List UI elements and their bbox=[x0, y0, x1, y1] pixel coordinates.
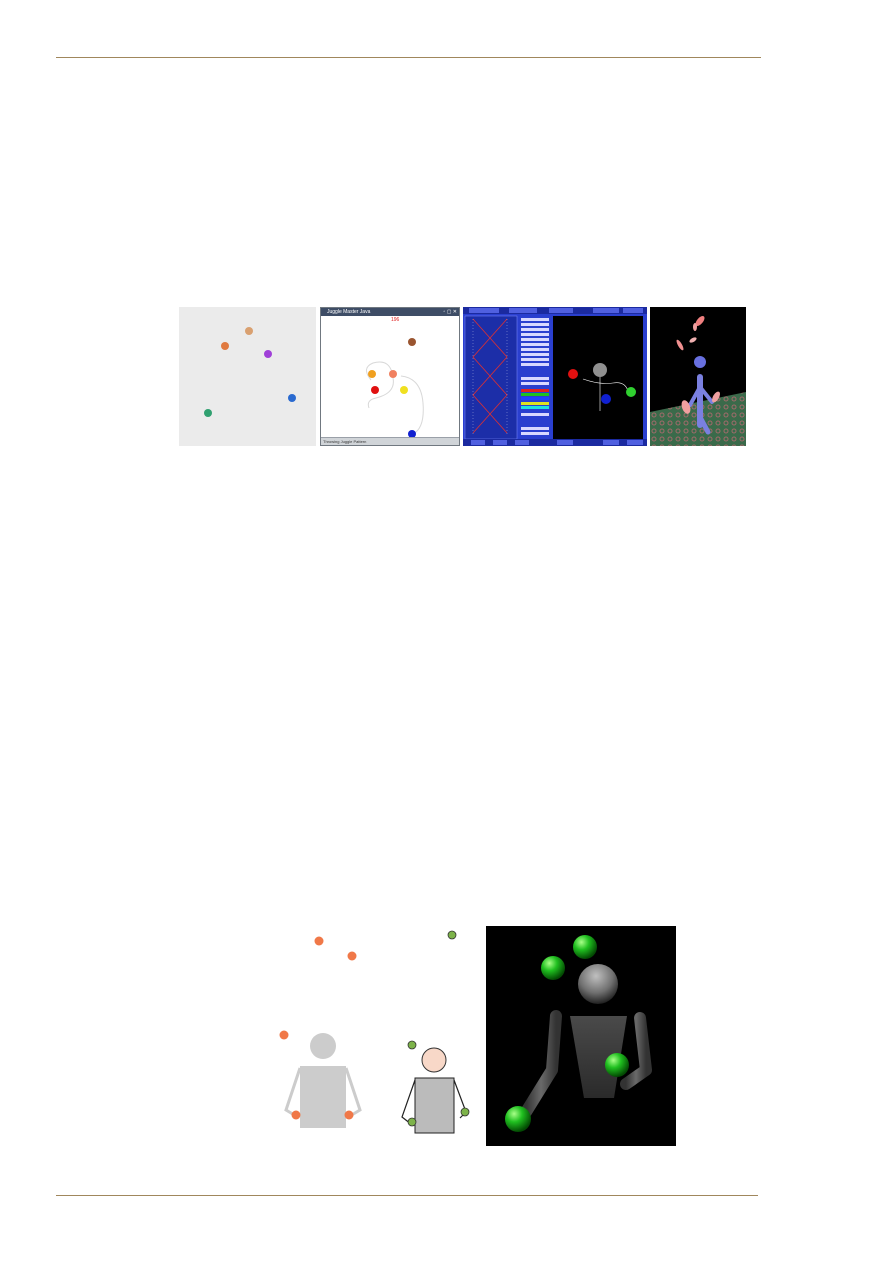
juggler-head bbox=[421, 1047, 447, 1073]
status-bar: Throwing Juggle Pattern bbox=[321, 437, 459, 445]
simulator-panel-plain bbox=[179, 307, 316, 446]
ball bbox=[347, 951, 357, 961]
ball bbox=[264, 350, 272, 358]
simulator-panel-juggle-master: Juggle Master Java ▫ ▢ ✕ 196 Throwing Ju… bbox=[320, 307, 460, 446]
ball bbox=[291, 1110, 301, 1120]
clubs-canvas bbox=[650, 316, 746, 446]
ball bbox=[371, 386, 379, 394]
top-figure: Juggle Master Java ▫ ▢ ✕ 196 Throwing Ju… bbox=[179, 307, 746, 446]
ball bbox=[407, 1040, 417, 1050]
ball bbox=[400, 386, 408, 394]
ball bbox=[541, 956, 565, 980]
ball bbox=[605, 1053, 629, 1077]
ball bbox=[204, 409, 212, 417]
juggler-head bbox=[578, 964, 618, 1004]
window-controls-icon[interactable]: ▫ ▢ ✕ bbox=[443, 309, 457, 315]
shaded-3d-juggler bbox=[486, 926, 676, 1146]
simulator-panel-3d-clubs bbox=[650, 307, 746, 446]
ball bbox=[568, 369, 578, 379]
ball bbox=[626, 387, 636, 397]
ball bbox=[447, 930, 457, 940]
ball bbox=[573, 935, 597, 959]
juggler-head bbox=[593, 363, 607, 377]
cartoon-juggler bbox=[401, 930, 470, 1134]
ball bbox=[279, 1030, 289, 1040]
ball bbox=[314, 936, 324, 946]
ball bbox=[389, 370, 397, 378]
bottom-figure bbox=[270, 922, 680, 1147]
ball bbox=[245, 327, 253, 335]
flat-juggler bbox=[279, 936, 362, 1128]
juggle-canvas bbox=[366, 338, 424, 438]
simulator-panel-jugglemaster-gui bbox=[463, 307, 647, 446]
juggler-head bbox=[310, 1033, 336, 1059]
ball bbox=[288, 394, 296, 402]
ball bbox=[407, 1117, 417, 1127]
window-titlebar: Juggle Master Java ▫ ▢ ✕ bbox=[321, 308, 459, 316]
juggler-head bbox=[694, 356, 706, 368]
ball bbox=[344, 1110, 354, 1120]
jugglemaster-canvas bbox=[463, 307, 647, 446]
ball bbox=[221, 342, 229, 350]
plain-balls-canvas bbox=[179, 307, 316, 446]
ball bbox=[505, 1106, 531, 1132]
throw-count: 196 bbox=[391, 317, 400, 323]
ball bbox=[408, 430, 416, 438]
ball bbox=[460, 1107, 470, 1117]
header-rule bbox=[56, 57, 761, 58]
status-text: Throwing Juggle Pattern bbox=[323, 439, 367, 444]
ball bbox=[601, 394, 611, 404]
window-title: Juggle Master Java bbox=[327, 309, 371, 315]
footer-rule bbox=[56, 1195, 758, 1196]
ball bbox=[368, 370, 376, 378]
ball bbox=[408, 338, 416, 346]
